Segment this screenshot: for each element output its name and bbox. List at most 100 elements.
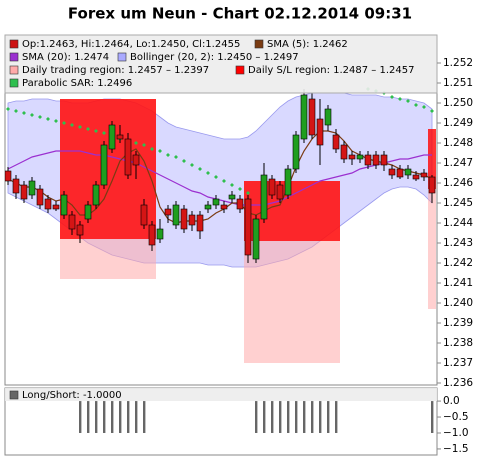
trading-region [428, 189, 436, 309]
long-short-bar [263, 401, 266, 433]
candle-body [148, 224, 156, 246]
y-tick-label: −0.5 [443, 411, 469, 423]
sar-dot [182, 159, 186, 163]
sl-region [244, 181, 340, 241]
legend-swatch [9, 78, 19, 88]
y-tick-label: −1.5 [443, 443, 469, 455]
candle-body [20, 184, 28, 200]
candle-body [332, 134, 340, 150]
candle-body [220, 204, 228, 210]
sar-dot [150, 147, 154, 151]
y-tick-label: 1.238 [443, 337, 473, 349]
legend-swatch [9, 52, 19, 62]
sar-dot [22, 111, 26, 115]
legend-label: Bollinger (20, 2): 1.2450 – 1.2497 [130, 52, 299, 63]
candle-body [196, 214, 204, 232]
sar-dot [94, 129, 98, 133]
candle-body [204, 204, 212, 210]
legend-swatch [254, 39, 264, 49]
sl-region [428, 129, 436, 189]
candle-body [268, 178, 276, 196]
candle-body [372, 154, 380, 166]
long-short-bar [271, 401, 274, 433]
candle-body [292, 134, 300, 170]
long-short-bar [303, 401, 306, 433]
y-tick-label: 1.242 [443, 257, 473, 269]
legend-swatch [9, 390, 19, 400]
sar-dot [78, 125, 82, 129]
candle-body [212, 198, 220, 206]
candle-body [124, 138, 132, 176]
y-tick-label: 1.245 [443, 197, 473, 209]
sar-dot [158, 149, 162, 153]
sar-dot [166, 153, 170, 157]
long-short-bar [135, 401, 138, 433]
candle-body [284, 168, 292, 196]
candle-body [180, 208, 188, 230]
legend-label: Parabolic SAR: 1.2496 [22, 78, 132, 89]
candle-body [324, 108, 332, 126]
candle-body [132, 154, 140, 166]
sar-dot [206, 171, 210, 175]
long-short-bar [111, 401, 114, 433]
long-short-bar [327, 401, 330, 433]
sar-dot [390, 95, 394, 99]
y-tick-label: 1.249 [443, 117, 473, 129]
legend-label: SMA (20): 1.2474 [22, 52, 109, 63]
sar-dot [174, 155, 178, 159]
sar-dot [230, 183, 234, 187]
y-tick-label: 1.251 [443, 77, 473, 89]
candle-body [260, 174, 268, 220]
y-tick-label: 1.243 [443, 237, 473, 249]
sar-dot [38, 115, 42, 119]
sar-dot [414, 103, 418, 107]
long-short-bar [335, 401, 338, 433]
candle-body [156, 228, 164, 240]
sar-dot [6, 107, 10, 111]
sma20-line [7, 150, 432, 206]
candle-body [388, 168, 396, 176]
candle-body [340, 144, 348, 160]
candle-body [420, 172, 428, 178]
candle-body [100, 144, 108, 186]
candle-body [244, 198, 252, 256]
y-tick-label: 1.252 [443, 57, 473, 69]
long-short-bar [79, 401, 82, 433]
candle-body [36, 188, 44, 206]
lower-content: Long/Short: -1.0000 [5, 388, 437, 433]
long-short-bar [119, 401, 122, 433]
candle-body [356, 154, 364, 160]
candle-body [236, 198, 244, 210]
legend-box [5, 388, 437, 401]
sar-dot [422, 105, 426, 109]
candle-body [76, 224, 84, 236]
long-short-bar [87, 401, 90, 433]
long-short-bar [287, 401, 290, 433]
sar-dot [62, 121, 66, 125]
y-tick-label: 1.244 [443, 217, 473, 229]
y-tick-label: 1.239 [443, 317, 473, 329]
candle-body [380, 154, 388, 166]
y-tick-label: 1.246 [443, 177, 473, 189]
candle-body [44, 198, 52, 210]
y-tick-label: 0.0 [443, 395, 460, 407]
candle-body [364, 154, 372, 166]
y-tick-label: 1.237 [443, 357, 473, 369]
sar-dot [134, 141, 138, 145]
candle-body [92, 184, 100, 206]
candle-body [172, 204, 180, 226]
sar-dot [54, 119, 58, 123]
y-tick-label: 1.241 [443, 277, 473, 289]
candle-body [308, 98, 316, 136]
chart-title: Forex um Neun - Chart 02.12.2014 09:31 [68, 5, 412, 23]
candle-body [228, 194, 236, 200]
sar-dot [406, 99, 410, 103]
candle-body [52, 204, 60, 210]
y-tick-label: 1.247 [443, 157, 473, 169]
candle-body [84, 204, 92, 220]
long-short-bar [143, 401, 146, 433]
legend-swatch [117, 52, 127, 62]
sar-dot [198, 167, 202, 171]
candle-body [412, 174, 420, 180]
